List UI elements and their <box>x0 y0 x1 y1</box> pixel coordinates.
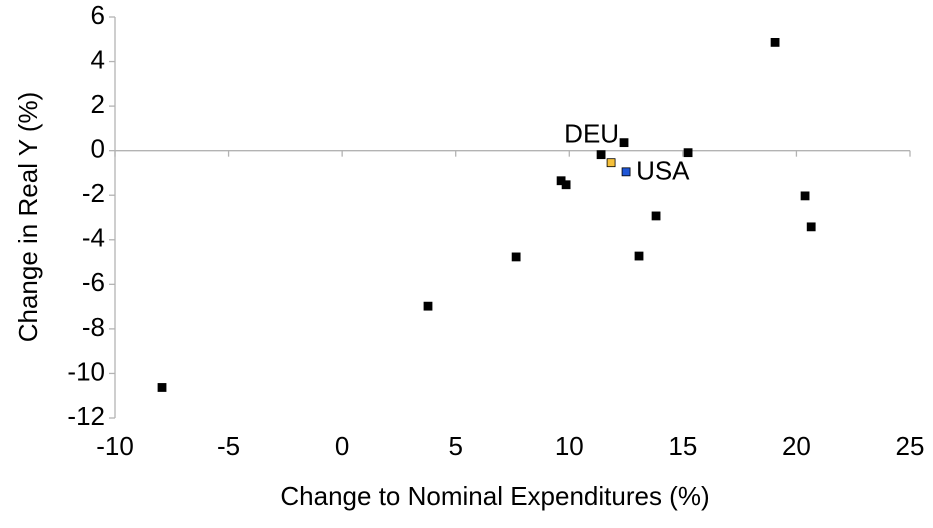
point <box>561 180 571 190</box>
point-annotation: USA <box>636 156 690 186</box>
x-tick-label: 20 <box>782 431 811 461</box>
point <box>806 222 816 232</box>
x-tick-label: 15 <box>668 431 697 461</box>
y-tick-label: -2 <box>82 178 105 208</box>
point <box>770 37 780 47</box>
point <box>651 211 661 221</box>
point <box>596 150 606 160</box>
y-tick-label: -4 <box>82 223 105 253</box>
point <box>634 251 644 261</box>
x-axis-title: Change to Nominal Expenditures (%) <box>280 481 709 511</box>
y-tick-label: -8 <box>82 312 105 342</box>
point <box>423 301 433 311</box>
point <box>511 252 521 262</box>
x-tick-label: 0 <box>335 431 349 461</box>
point <box>621 167 631 177</box>
x-tick-label: 5 <box>448 431 462 461</box>
x-tick-label: 10 <box>555 431 584 461</box>
x-tick-label: -10 <box>96 431 134 461</box>
y-tick-label: 2 <box>91 89 105 119</box>
point <box>606 158 616 168</box>
point <box>800 191 810 201</box>
x-tick-label: -5 <box>217 431 240 461</box>
y-tick-label: -12 <box>67 401 105 431</box>
y-tick-label: -10 <box>67 356 105 386</box>
point <box>157 383 167 392</box>
y-tick-label: 0 <box>91 134 105 164</box>
y-axis-title: Change in Real Y (%) <box>13 92 43 343</box>
point <box>683 148 693 158</box>
point <box>619 138 629 148</box>
y-tick-label: 6 <box>91 0 105 30</box>
x-tick-label: 25 <box>896 431 925 461</box>
point-annotation: DEU <box>564 119 619 149</box>
y-tick-label: -6 <box>82 267 105 297</box>
y-tick-label: 4 <box>91 44 105 74</box>
